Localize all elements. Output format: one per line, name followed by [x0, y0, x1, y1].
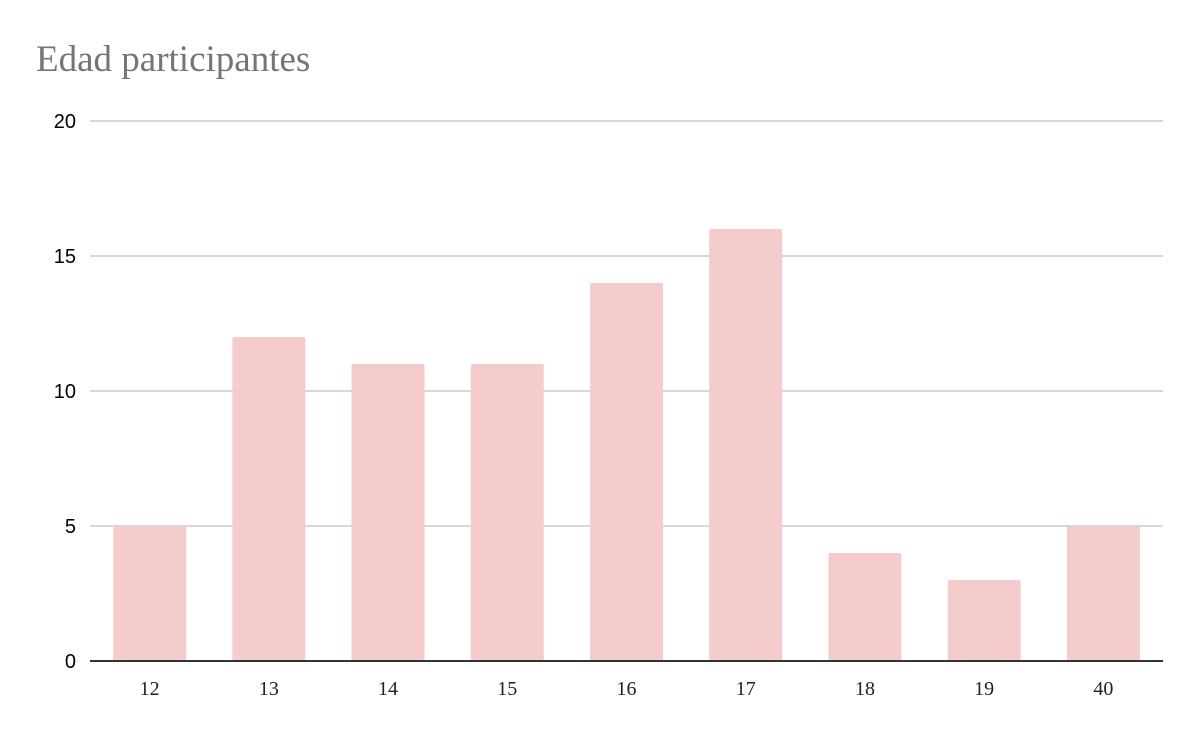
bar-17: [709, 229, 783, 661]
bar-19: [947, 580, 1021, 661]
y-tick-label: 15: [54, 246, 76, 268]
x-tick-label: 18: [855, 678, 875, 700]
x-axis: 12 13 14 15 16 17 18 19 40: [140, 678, 1114, 700]
x-tick-label: 14: [378, 678, 398, 700]
bar-13: [232, 337, 306, 661]
bar-18: [828, 553, 902, 661]
x-tick-label: 40: [1093, 678, 1113, 700]
x-tick-label: 15: [497, 678, 517, 700]
x-tick-label: 12: [140, 678, 160, 700]
bar-40: [1066, 526, 1140, 661]
x-tick-label: 19: [974, 678, 994, 700]
y-tick-label: 0: [65, 651, 76, 673]
chart-title: Edad participantes: [36, 39, 311, 80]
bar-layer: [113, 229, 1140, 661]
x-tick-label: 13: [259, 678, 279, 700]
bar-16: [590, 283, 663, 661]
bar-12: [113, 526, 187, 661]
y-tick-label: 20: [54, 111, 76, 133]
bar-15: [470, 364, 544, 661]
y-tick-label: 5: [65, 516, 76, 538]
x-tick-label: 17: [736, 678, 756, 700]
x-tick-label: 16: [617, 678, 637, 700]
bar-14: [351, 364, 425, 661]
y-tick-label: 10: [54, 381, 76, 403]
y-axis: 0 5 10 15 20: [54, 111, 76, 673]
